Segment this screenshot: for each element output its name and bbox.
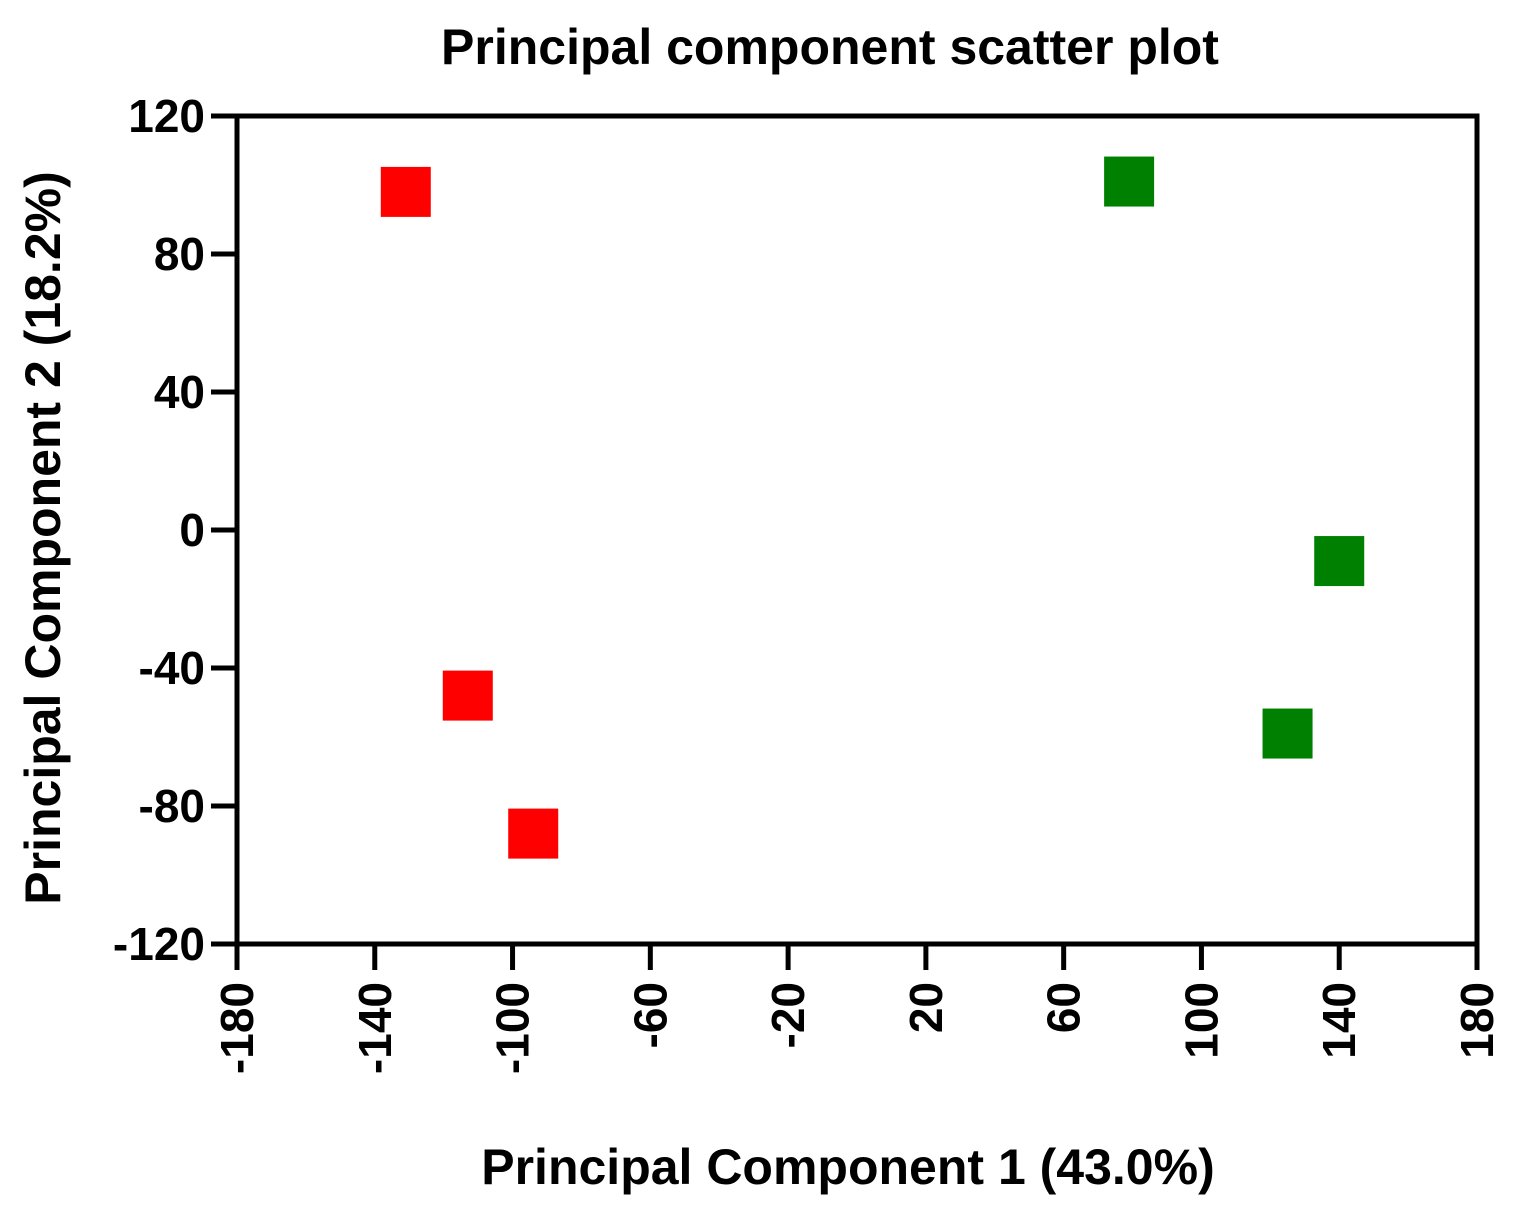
y-tick-label: -120 xyxy=(113,918,205,970)
chart-title: Principal component scatter plot xyxy=(441,19,1219,75)
y-tick-label: 120 xyxy=(128,90,205,142)
x-tick-label: -140 xyxy=(349,982,401,1074)
data-point xyxy=(1104,156,1155,207)
y-tick-label: -80 xyxy=(139,780,205,832)
y-tick-label: -40 xyxy=(139,642,205,694)
data-point xyxy=(380,166,431,217)
x-tick-label: -100 xyxy=(487,982,539,1074)
data-point xyxy=(442,670,493,721)
x-tick-label: 60 xyxy=(1038,982,1090,1033)
x-tick-label: -180 xyxy=(211,982,263,1074)
y-tick-label: 80 xyxy=(154,228,205,280)
x-tick-label: 100 xyxy=(1175,982,1227,1059)
data-point xyxy=(1262,708,1313,759)
y-tick-label: 40 xyxy=(154,366,205,418)
y-tick-label: 0 xyxy=(179,504,205,556)
x-tick-label: 20 xyxy=(900,982,952,1033)
x-tick-label: -60 xyxy=(624,982,676,1048)
x-tick-label: 140 xyxy=(1313,982,1365,1059)
x-tick-label: -20 xyxy=(762,982,814,1048)
x-tick-label: 180 xyxy=(1451,982,1503,1059)
plot-area: 120 80 40 0 -40 -80 -120-180 -140 -100 -60 -20 20 60… xyxy=(113,90,1503,1074)
y-axis-label: Principal Component 2 (18.2%) xyxy=(15,171,71,904)
data-point xyxy=(1314,536,1365,587)
plot-frame xyxy=(234,113,1480,947)
x-axis-label: Principal Component 1 (43.0%) xyxy=(481,1139,1214,1195)
data-point xyxy=(508,808,559,859)
